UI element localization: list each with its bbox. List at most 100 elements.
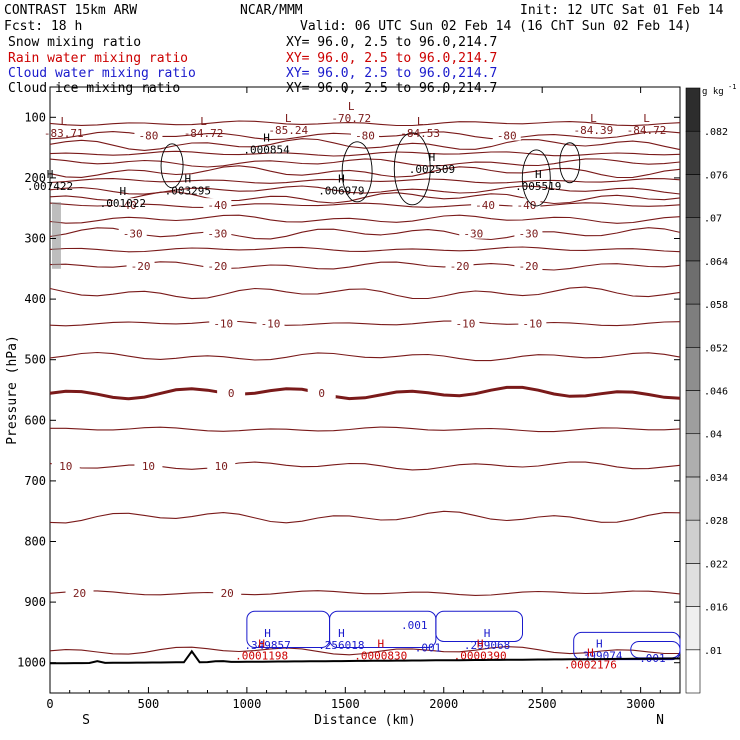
x-tick-label: 0 <box>46 697 53 711</box>
isotherm-label: -80 <box>355 129 375 142</box>
colorbar-tick-label: .01 <box>704 646 722 657</box>
isotherm-label-bg <box>209 316 238 329</box>
isotherm-line <box>49 214 681 224</box>
isotherm-label-bg <box>492 128 521 141</box>
y-tick-label: 900 <box>24 595 46 609</box>
y-tick-label: 600 <box>24 413 46 427</box>
isotherm-line <box>49 185 681 195</box>
colorbar-segment <box>685 174 701 218</box>
high-marker: H <box>338 627 345 640</box>
colorbar-segment <box>685 476 701 521</box>
low-marker: L <box>200 115 207 128</box>
low-marker: L <box>643 112 650 125</box>
colorbar-segment <box>685 87 701 132</box>
colorbar-tick-label: .046 <box>704 387 728 398</box>
y-tick-label: 800 <box>24 535 46 549</box>
isotherm-label-bg <box>65 586 94 599</box>
high-marker: H <box>535 168 542 181</box>
isotherm-label-bg <box>134 458 163 471</box>
isotherm-label-bg <box>126 258 155 271</box>
field-xy-rain: XY= 96.0, 2.5 to 96.0,214.7 <box>286 51 497 66</box>
isotherm-line <box>49 178 681 184</box>
isotherm-label-bg <box>256 316 285 329</box>
high-marker: H <box>587 647 594 660</box>
field-label-snow: Snow mixing ratio <box>8 35 141 50</box>
colorbar-tick-label: .022 <box>704 559 728 570</box>
isotherm-label: 10 <box>215 460 228 473</box>
extremum-value-label: .001022 <box>100 197 146 210</box>
field-label-rain: Rain water mixing ratio <box>8 51 188 66</box>
forecast-hour: Fcst: 18 h <box>4 19 82 34</box>
init-time: Init: 12 UTC Sat 01 Feb 14 <box>520 3 724 18</box>
isotherm-line <box>49 246 681 253</box>
extremum-value-label: .0001198 <box>235 650 288 663</box>
isotherm-line <box>49 150 681 157</box>
isotherm-label: -20 <box>518 260 538 273</box>
isotherm-label-bg <box>445 258 474 271</box>
y-tick-label: 100 <box>24 110 46 124</box>
colorbar-unit-exponent: -1 <box>728 83 736 91</box>
colorbar-segment <box>685 346 701 391</box>
x-axis-label: Distance (km) <box>314 713 416 728</box>
cloud-water-label: .001 <box>401 619 428 632</box>
isotherm-label-bg <box>213 586 242 599</box>
high-marker: H <box>429 151 436 164</box>
extremum-value-label: .0000830 <box>354 650 407 663</box>
field-xy-cloud-water: XY= 96.0, 2.5 to 96.0,214.7 <box>286 66 497 81</box>
colorbar-segment <box>685 130 701 175</box>
isotherm-label: -40 <box>517 199 537 212</box>
isotherm-line <box>49 590 681 596</box>
isotherm-label-bg <box>118 226 147 239</box>
isotherm-label: -30 <box>123 228 143 241</box>
field-xy-snow: XY= 96.0, 2.5 to 96.0,214.7 <box>286 35 497 50</box>
ice-contour <box>160 143 184 189</box>
high-marker: H <box>596 638 603 651</box>
cloud-water-label: .001 <box>415 642 442 655</box>
isotherm-label-bg <box>51 458 80 471</box>
colorbar-tick-label: .064 <box>704 257 728 268</box>
isotherm-label: -10 <box>522 317 542 330</box>
x-tick-label: 2500 <box>528 697 557 711</box>
colorbar-tick-label: .07 <box>704 214 722 225</box>
isotherm-label-bg <box>203 226 232 239</box>
isotherm-line <box>49 227 681 241</box>
isotherm-line <box>49 646 680 656</box>
extremum-value-label: -84.72 <box>184 127 224 140</box>
extremum-value-label: -70.72 <box>331 112 371 125</box>
isotherm-label: -40 <box>117 199 137 212</box>
isotherm-line <box>49 261 681 271</box>
isotherm-label: -20 <box>450 260 470 273</box>
isotherm-label: -40 <box>475 199 495 212</box>
isotherm-line <box>49 320 681 327</box>
isotherm-label: -10 <box>261 317 281 330</box>
isotherm-label: -20 <box>207 260 227 273</box>
isotherm-label: -30 <box>463 228 483 241</box>
north-end-label: N <box>656 713 664 728</box>
x-tick-label: 1500 <box>331 697 360 711</box>
isotherm-label: -10 <box>455 317 475 330</box>
high-marker: H <box>377 638 384 651</box>
isotherm-label: 10 <box>142 460 155 473</box>
extremum-value-label: .003295 <box>165 185 211 198</box>
axes: 0 500 1000 1500 2000 2500 30001002003004005006… <box>17 87 680 711</box>
extremum-value-label: .0002176 <box>564 659 617 672</box>
isotherm-label-bg <box>134 128 163 141</box>
colorbar-tick-label: .028 <box>704 516 728 527</box>
colorbar-segment <box>685 519 701 564</box>
low-marker: L <box>417 115 424 128</box>
plot-content: -80 -80 -80 -40 -40 -40 -40 -30 -30 -30 -30 -20 -20 -… <box>27 100 681 672</box>
low-marker: L <box>348 100 355 113</box>
field-label-cloud-ice: Cloud ice mixing ratio <box>8 81 180 96</box>
center-label: NCAR/MMM <box>240 3 303 18</box>
isotherm-label: 0 <box>228 387 235 400</box>
extremum-value-label: -84.39 <box>574 124 614 137</box>
isotherm-label: 0 <box>318 387 325 400</box>
colorbar-tick-label: .016 <box>704 603 728 614</box>
isotherm-label-bg <box>203 198 232 211</box>
high-marker: H <box>47 168 54 181</box>
ice-contour <box>341 141 373 203</box>
extremum-value-label: .007422 <box>27 180 73 193</box>
isotherm-label-bg <box>203 258 232 271</box>
isotherm-line <box>49 286 681 300</box>
isotherm-label-bg <box>217 386 246 399</box>
